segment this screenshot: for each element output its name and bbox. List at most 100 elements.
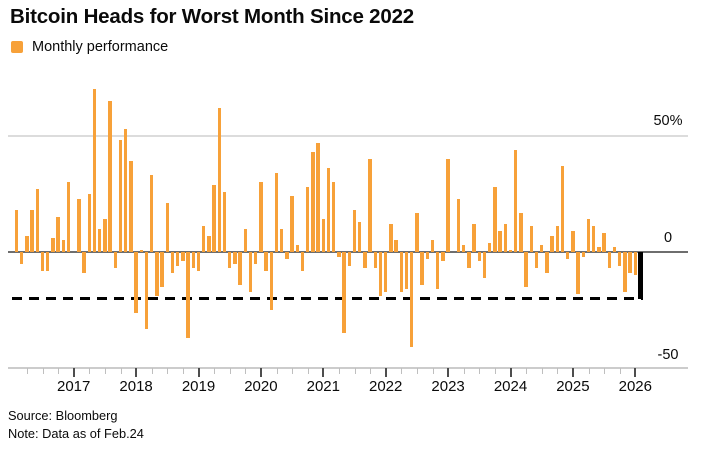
bar-2024-10 (555, 226, 560, 252)
bar-2018-01 (134, 252, 138, 313)
x-axis-major-tick-2019 (197, 368, 200, 377)
bar-2019-06 (222, 191, 227, 252)
bar-2020-03 (269, 252, 274, 311)
bar-2020-07 (290, 196, 294, 252)
bar-2024-07 (539, 245, 544, 252)
bar-2017-05 (92, 89, 97, 252)
x-axis-major-tick-2023 (447, 368, 450, 377)
bar-2021-08 (357, 221, 362, 252)
bar-2021-09 (363, 252, 367, 269)
bar-2017-09 (113, 252, 118, 269)
bar-2021-06 (347, 252, 352, 266)
bar-2025-09 (612, 247, 617, 252)
bar-2020-01 (259, 182, 263, 252)
x-axis-minor-tick (292, 368, 294, 374)
x-axis-minor-tick (167, 368, 169, 374)
bar-2022-06 (409, 252, 414, 348)
bar-2016-11 (61, 240, 66, 252)
bar-2016-04 (25, 235, 29, 252)
bar-2024-04 (524, 252, 528, 287)
x-axis-year-label-2023: 2023 (431, 378, 465, 395)
legend-label: Monthly performance (32, 39, 169, 55)
x-axis-minor-tick (104, 368, 106, 374)
bar-2024-06 (534, 252, 539, 269)
bar-2022-04 (399, 252, 404, 292)
x-axis-minor-tick (338, 368, 340, 374)
x-axis-minor-tick (619, 368, 621, 374)
bar-2021-01 (321, 219, 326, 252)
bar-2022-05 (404, 252, 409, 290)
bar-2023-11 (498, 231, 502, 252)
x-axis-major-tick-2022 (384, 368, 387, 377)
bar-2023-09 (487, 242, 492, 252)
bar-2016-07 (40, 252, 45, 271)
bar-2022-12 (441, 252, 445, 262)
x-axis-minor-tick (604, 368, 606, 374)
bar-2026-01 (633, 252, 638, 276)
x-axis-major-tick-2018 (135, 368, 138, 377)
bar-2025-08 (607, 252, 612, 269)
gridline-50pct (8, 135, 688, 137)
bar-2020-06 (285, 252, 289, 259)
bar-2018-12 (191, 252, 196, 269)
bar-2017-03 (82, 252, 86, 273)
bar-2020-05 (279, 228, 284, 252)
bar-2020-04 (274, 172, 279, 252)
dashed-reference-line (12, 297, 643, 300)
x-axis-minor-tick (214, 368, 216, 374)
bar-2024-05 (529, 226, 534, 252)
x-axis-line (8, 367, 688, 369)
bar-2020-08 (295, 245, 300, 252)
bar-2018-10 (181, 252, 185, 262)
x-axis-minor-tick (42, 368, 44, 374)
x-axis-year-label-2024: 2024 (493, 378, 528, 395)
bar-2020-02 (264, 252, 268, 271)
x-axis-minor-tick (541, 368, 543, 374)
bar-2018-08 (170, 252, 175, 273)
bar-2019-11 (248, 252, 253, 292)
bar-2024-09 (550, 235, 554, 252)
bar-2025-06 (597, 247, 601, 252)
x-axis-minor-tick (26, 368, 28, 374)
bar-2016-06 (35, 189, 40, 252)
bar-2024-12 (565, 252, 570, 259)
bar-2021-10 (368, 159, 372, 252)
x-axis-year-label-2018: 2018 (119, 378, 153, 395)
x-axis-minor-tick (401, 368, 403, 374)
x-axis-minor-tick (416, 368, 418, 374)
bar-2018-11 (186, 252, 190, 339)
x-axis-minor-tick (432, 368, 434, 374)
y-axis-label-0: 0 (663, 230, 673, 246)
bar-2025-04 (586, 219, 591, 252)
x-axis-year-label-2019: 2019 (181, 378, 216, 395)
bar-2020-11 (311, 152, 315, 252)
bar-2021-12 (378, 252, 383, 297)
bar-2024-03 (519, 212, 523, 252)
bar-2023-06 (472, 224, 476, 252)
bar-2018-09 (175, 252, 180, 266)
x-axis-minor-tick (526, 368, 528, 374)
bar-2026-02-highlight (638, 252, 643, 299)
x-axis-minor-tick (494, 368, 496, 374)
bar-2016-02 (14, 210, 19, 252)
bar-2021-07 (352, 210, 357, 252)
bar-2025-10 (617, 252, 622, 266)
bar-2023-10 (493, 186, 497, 252)
bar-2019-04 (212, 184, 216, 252)
bar-2021-02 (326, 168, 331, 252)
bar-2024-11 (560, 165, 565, 252)
x-axis-minor-tick (370, 368, 372, 374)
x-axis-minor-tick (557, 368, 559, 374)
x-axis-major-tick-2017 (72, 368, 75, 377)
x-axis-year-label-2017: 2017 (57, 378, 91, 395)
bar-2017-06 (97, 228, 102, 252)
bar-2023-04 (461, 245, 466, 252)
x-axis-year-label-2022: 2022 (369, 378, 403, 395)
x-axis-minor-tick (89, 368, 91, 374)
bar-2022-02 (389, 224, 393, 252)
note-text: Note: Data as of Feb.24 (8, 425, 144, 441)
bar-2025-05 (591, 226, 596, 252)
bar-2023-12 (503, 224, 508, 252)
bar-2018-04 (149, 175, 154, 252)
